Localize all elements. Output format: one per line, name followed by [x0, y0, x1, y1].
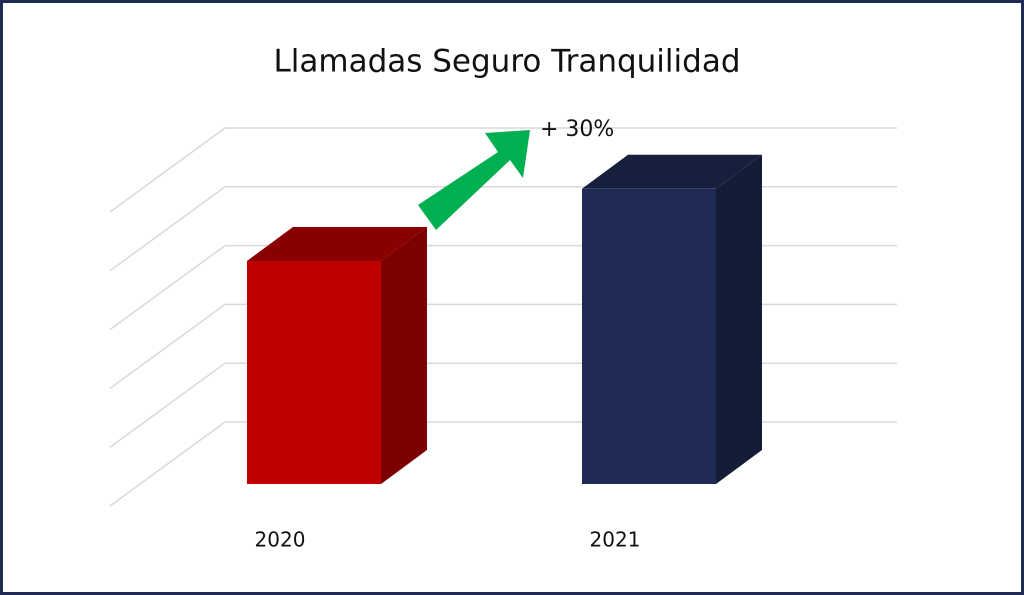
- bar: [582, 188, 716, 485]
- annotation: + 30%: [540, 117, 614, 142]
- bar-top: [247, 226, 427, 261]
- x-tick-label: 2020: [255, 528, 306, 552]
- bar-top: [582, 154, 762, 189]
- bar-side: [381, 226, 427, 484]
- x-tick-label: 2021: [590, 528, 641, 552]
- bar-side: [716, 154, 762, 485]
- bars: [247, 154, 762, 485]
- growth-arrow: [418, 130, 530, 230]
- bar: [247, 260, 381, 484]
- chart-title: Llamadas Seguro Tranquilidad: [274, 44, 741, 80]
- grid-line: [109, 127, 897, 213]
